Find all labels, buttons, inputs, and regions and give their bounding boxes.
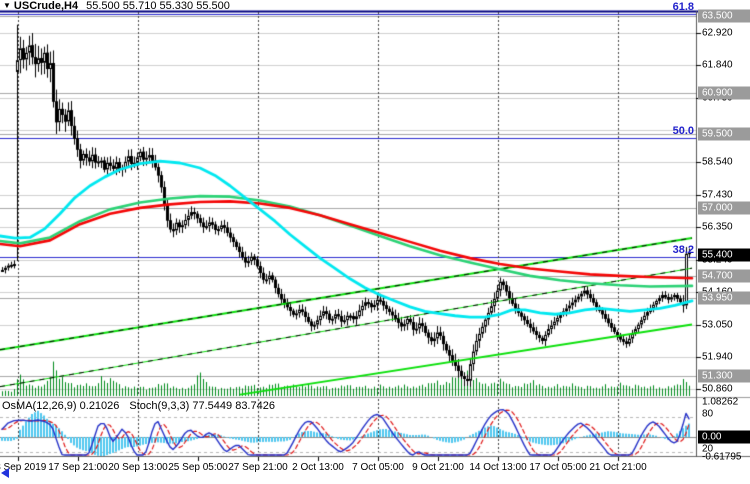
price-level-box: 57.000 — [698, 201, 750, 215]
price-tick-label: 57.430 — [702, 189, 733, 201]
symbol-period-label: USCrude,H4 — [13, 0, 79, 12]
price-level-box: 51.300 — [698, 369, 750, 383]
indicator-axis-label: 20 — [702, 443, 714, 455]
time-tick-label: 14 Oct 13:00 — [469, 462, 527, 473]
bid-price-box: 55.400 — [698, 248, 750, 262]
indicator-axis-label: -0.61795 — [702, 451, 742, 463]
price-level-box: 54.700 — [698, 269, 750, 283]
chart-title: ▼ USCrude,H4 55.500 55.710 55.330 55.500 — [3, 0, 230, 12]
price-level-box: 63.500 — [698, 9, 750, 23]
price-tick-label: 62.920 — [702, 27, 733, 39]
fib-level-label: 38.2 — [672, 244, 694, 257]
history-marker-icon[interactable] — [1, 468, 9, 478]
price-level-box: 60.900 — [698, 86, 750, 100]
time-tick-label: 17 Sep 21:00 — [48, 462, 108, 473]
price-tick-label: 51.940 — [702, 351, 733, 363]
time-tick-label: 9 Oct 21:00 — [412, 462, 464, 473]
price-level-box: 53.950 — [698, 291, 750, 305]
time-tick-label: 27 Sep 21:00 — [228, 462, 288, 473]
time-tick-label: 21 Oct 21:00 — [589, 462, 647, 473]
time-tick-label: 25 Sep 05:00 — [168, 462, 228, 473]
indicator-axis-label: 80 — [702, 408, 714, 420]
price-tick-label: 50.860 — [702, 383, 733, 395]
time-tick-label: 17 Oct 05:00 — [529, 462, 587, 473]
price-tick-label: 61.840 — [702, 59, 733, 71]
osma-label: OsMA(12,26,9) 0.21026 — [2, 400, 120, 412]
time-tick-label: 20 Sep 13:00 — [108, 462, 168, 473]
indicator-axis-label: 1.08262 — [702, 396, 739, 408]
indicator-label: OsMA(12,26,9) 0.21026 Stoch(9,3,3) 77.544… — [2, 400, 275, 412]
collapse-icon[interactable]: ▼ — [3, 1, 11, 10]
price-tick-label: 56.350 — [702, 221, 733, 233]
price-level-box: 59.500 — [698, 127, 750, 141]
time-tick-label: 2 Oct 13:00 — [292, 462, 344, 473]
price-tick-label: 58.540 — [702, 156, 733, 168]
time-tick-label: 13 Sep 2019 — [0, 462, 47, 473]
time-tick-label: 7 Oct 05:00 — [352, 462, 404, 473]
price-axis[interactable]: 62.92061.84060.73058.54057.43056.35055.2… — [697, 0, 750, 463]
ohlc-values: 55.500 55.710 55.330 55.500 — [86, 0, 230, 12]
fib-level-label: 50.0 — [672, 124, 694, 137]
price-tick-label: 53.050 — [702, 319, 733, 331]
indicator-axis-label: 0.00 — [698, 430, 750, 444]
stoch-label: Stoch(9,3,3) 77.5449 83.7426 — [129, 400, 275, 412]
fib-level-label: 61.8 — [672, 1, 694, 14]
